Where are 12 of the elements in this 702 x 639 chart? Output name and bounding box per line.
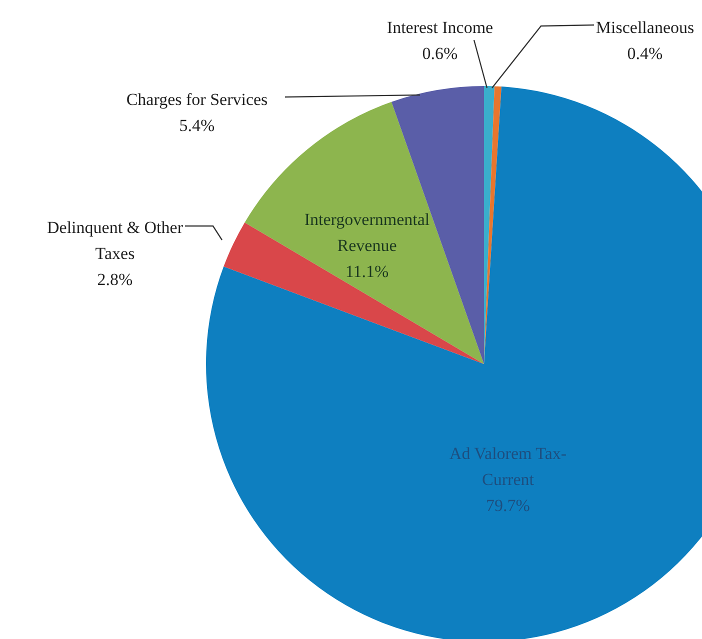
data-label: 79.7% [486, 496, 530, 515]
data-label: 0.6% [422, 44, 458, 63]
slice-label: Ad Valorem Tax-Current [449, 444, 567, 489]
slice-label: Interest Income [386, 18, 494, 37]
data-label: 0.4% [627, 44, 663, 63]
data-label: 11.1% [345, 262, 389, 281]
data-label: 5.4% [179, 116, 215, 135]
data-label: 2.8% [97, 270, 133, 289]
slice-label: Intergovernmental Revenue [304, 210, 430, 255]
slice-label: Delinquent & Other Taxes [47, 218, 184, 263]
slice-label: Charges for Services [126, 90, 268, 109]
slice-label: Miscellaneous [596, 18, 694, 37]
